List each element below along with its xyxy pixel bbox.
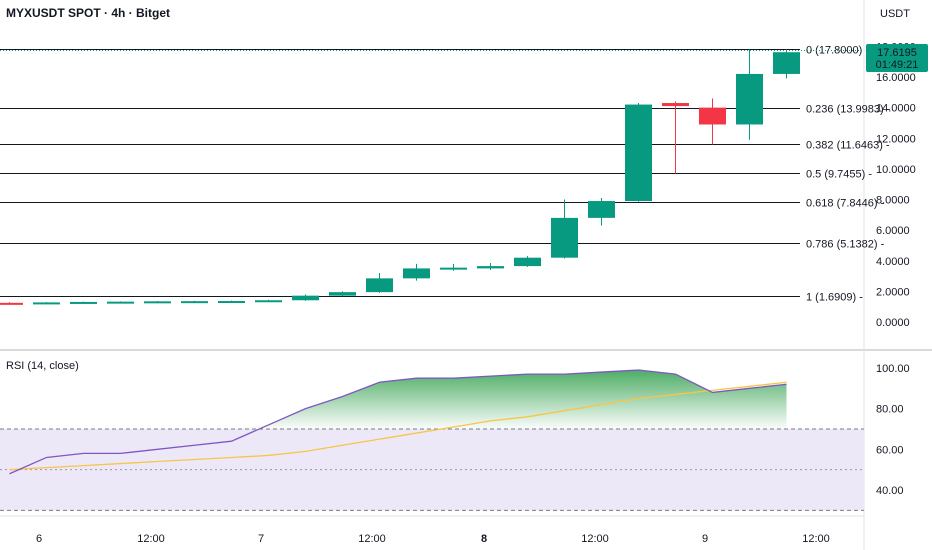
candle-down <box>699 107 726 125</box>
candle-up <box>292 295 319 301</box>
candle-down <box>0 302 23 305</box>
candle-up <box>514 257 541 267</box>
candle-up <box>736 73 763 125</box>
candle-up <box>329 292 356 296</box>
rsi-tick-label: 40.00 <box>876 485 904 497</box>
candle-up <box>255 300 282 303</box>
currency-label: USDT <box>880 8 910 20</box>
candle-up <box>588 201 615 218</box>
fib-level-label: 0.382 (11.6463) - <box>806 140 890 152</box>
price-tick-label: 6.0000 <box>876 225 910 237</box>
price-tick-label: 8.0000 <box>876 195 910 207</box>
price-tick-label: 14.0000 <box>876 103 916 115</box>
fib-level-label: 1 (1.6909) - <box>806 292 863 304</box>
fib-level-label: 0.618 (7.8446) - <box>806 198 885 210</box>
candle-up <box>440 267 467 270</box>
candle-up <box>403 268 430 279</box>
price-tick-label: 10.0000 <box>876 164 916 176</box>
candle-up <box>33 302 60 305</box>
candle-up <box>773 52 800 74</box>
candle-up <box>625 104 652 202</box>
rsi-overbought-fill <box>9 370 787 429</box>
rsi-ma-line <box>9 381 787 471</box>
rsi-pane[interactable]: 40.00 60.00 80.00 100.00 <box>0 363 910 511</box>
rsi-tick-label: 80.00 <box>876 404 904 416</box>
rsi-tick-label: 100.00 <box>876 363 910 375</box>
candle-up <box>144 301 171 304</box>
candle-up <box>70 301 97 304</box>
time-tick-label: 7 <box>258 533 264 545</box>
candle-down <box>662 103 689 107</box>
time-tick-label: 12:00 <box>581 533 609 545</box>
fib-level-label: 0.786 (5.1382) - <box>806 239 885 251</box>
rsi-title: RSI (14, close) <box>6 360 79 372</box>
candle-up <box>107 301 134 304</box>
time-tick-label: 12:00 <box>802 533 830 545</box>
time-tick-label: 9 <box>702 533 708 545</box>
price-tick-label: 4.0000 <box>876 256 910 268</box>
price-tick-label: 16.0000 <box>876 72 916 84</box>
time-tick-label: 12:00 <box>137 533 165 545</box>
time-tick-label: 12:00 <box>358 533 386 545</box>
time-tick-label: 6 <box>36 533 42 545</box>
candlestick-series[interactable] <box>0 49 800 305</box>
candle-up <box>551 217 578 258</box>
price-tick-label: 12.0000 <box>876 133 916 145</box>
candle-up <box>218 301 245 304</box>
price-tag-bg <box>866 44 928 72</box>
price-tick-label: 2.0000 <box>876 286 910 298</box>
price-axis[interactable]: 0.0000 2.0000 4.0000 6.0000 8.0000 10.0000 12.… <box>876 41 916 329</box>
time-axis[interactable]: 6 12:00 7 12:00 8 12:00 9 12:00 <box>36 533 830 545</box>
candle-up <box>366 278 393 293</box>
fib-level-label: 0.236 (13.9983) - <box>806 104 891 116</box>
time-tick-label: 8 <box>481 533 487 545</box>
price-tag-price: 17.6195 <box>877 47 917 59</box>
symbol-title: MYXUSDT SPOT · 4h · Bitget <box>6 6 170 20</box>
rsi-line <box>9 369 787 475</box>
price-tick-label: 0.0000 <box>876 317 910 329</box>
fibonacci-retracement[interactable]: 0 (17.8000) -0.236 (13.9983) -0.382 (11.… <box>0 45 891 304</box>
candle-up <box>181 301 208 304</box>
price-tag-countdown: 01:49:21 <box>876 59 919 71</box>
fib-level-label: 0.5 (9.7455) - <box>806 169 872 181</box>
candle-up <box>477 266 504 269</box>
rsi-tick-label: 60.00 <box>876 444 904 456</box>
